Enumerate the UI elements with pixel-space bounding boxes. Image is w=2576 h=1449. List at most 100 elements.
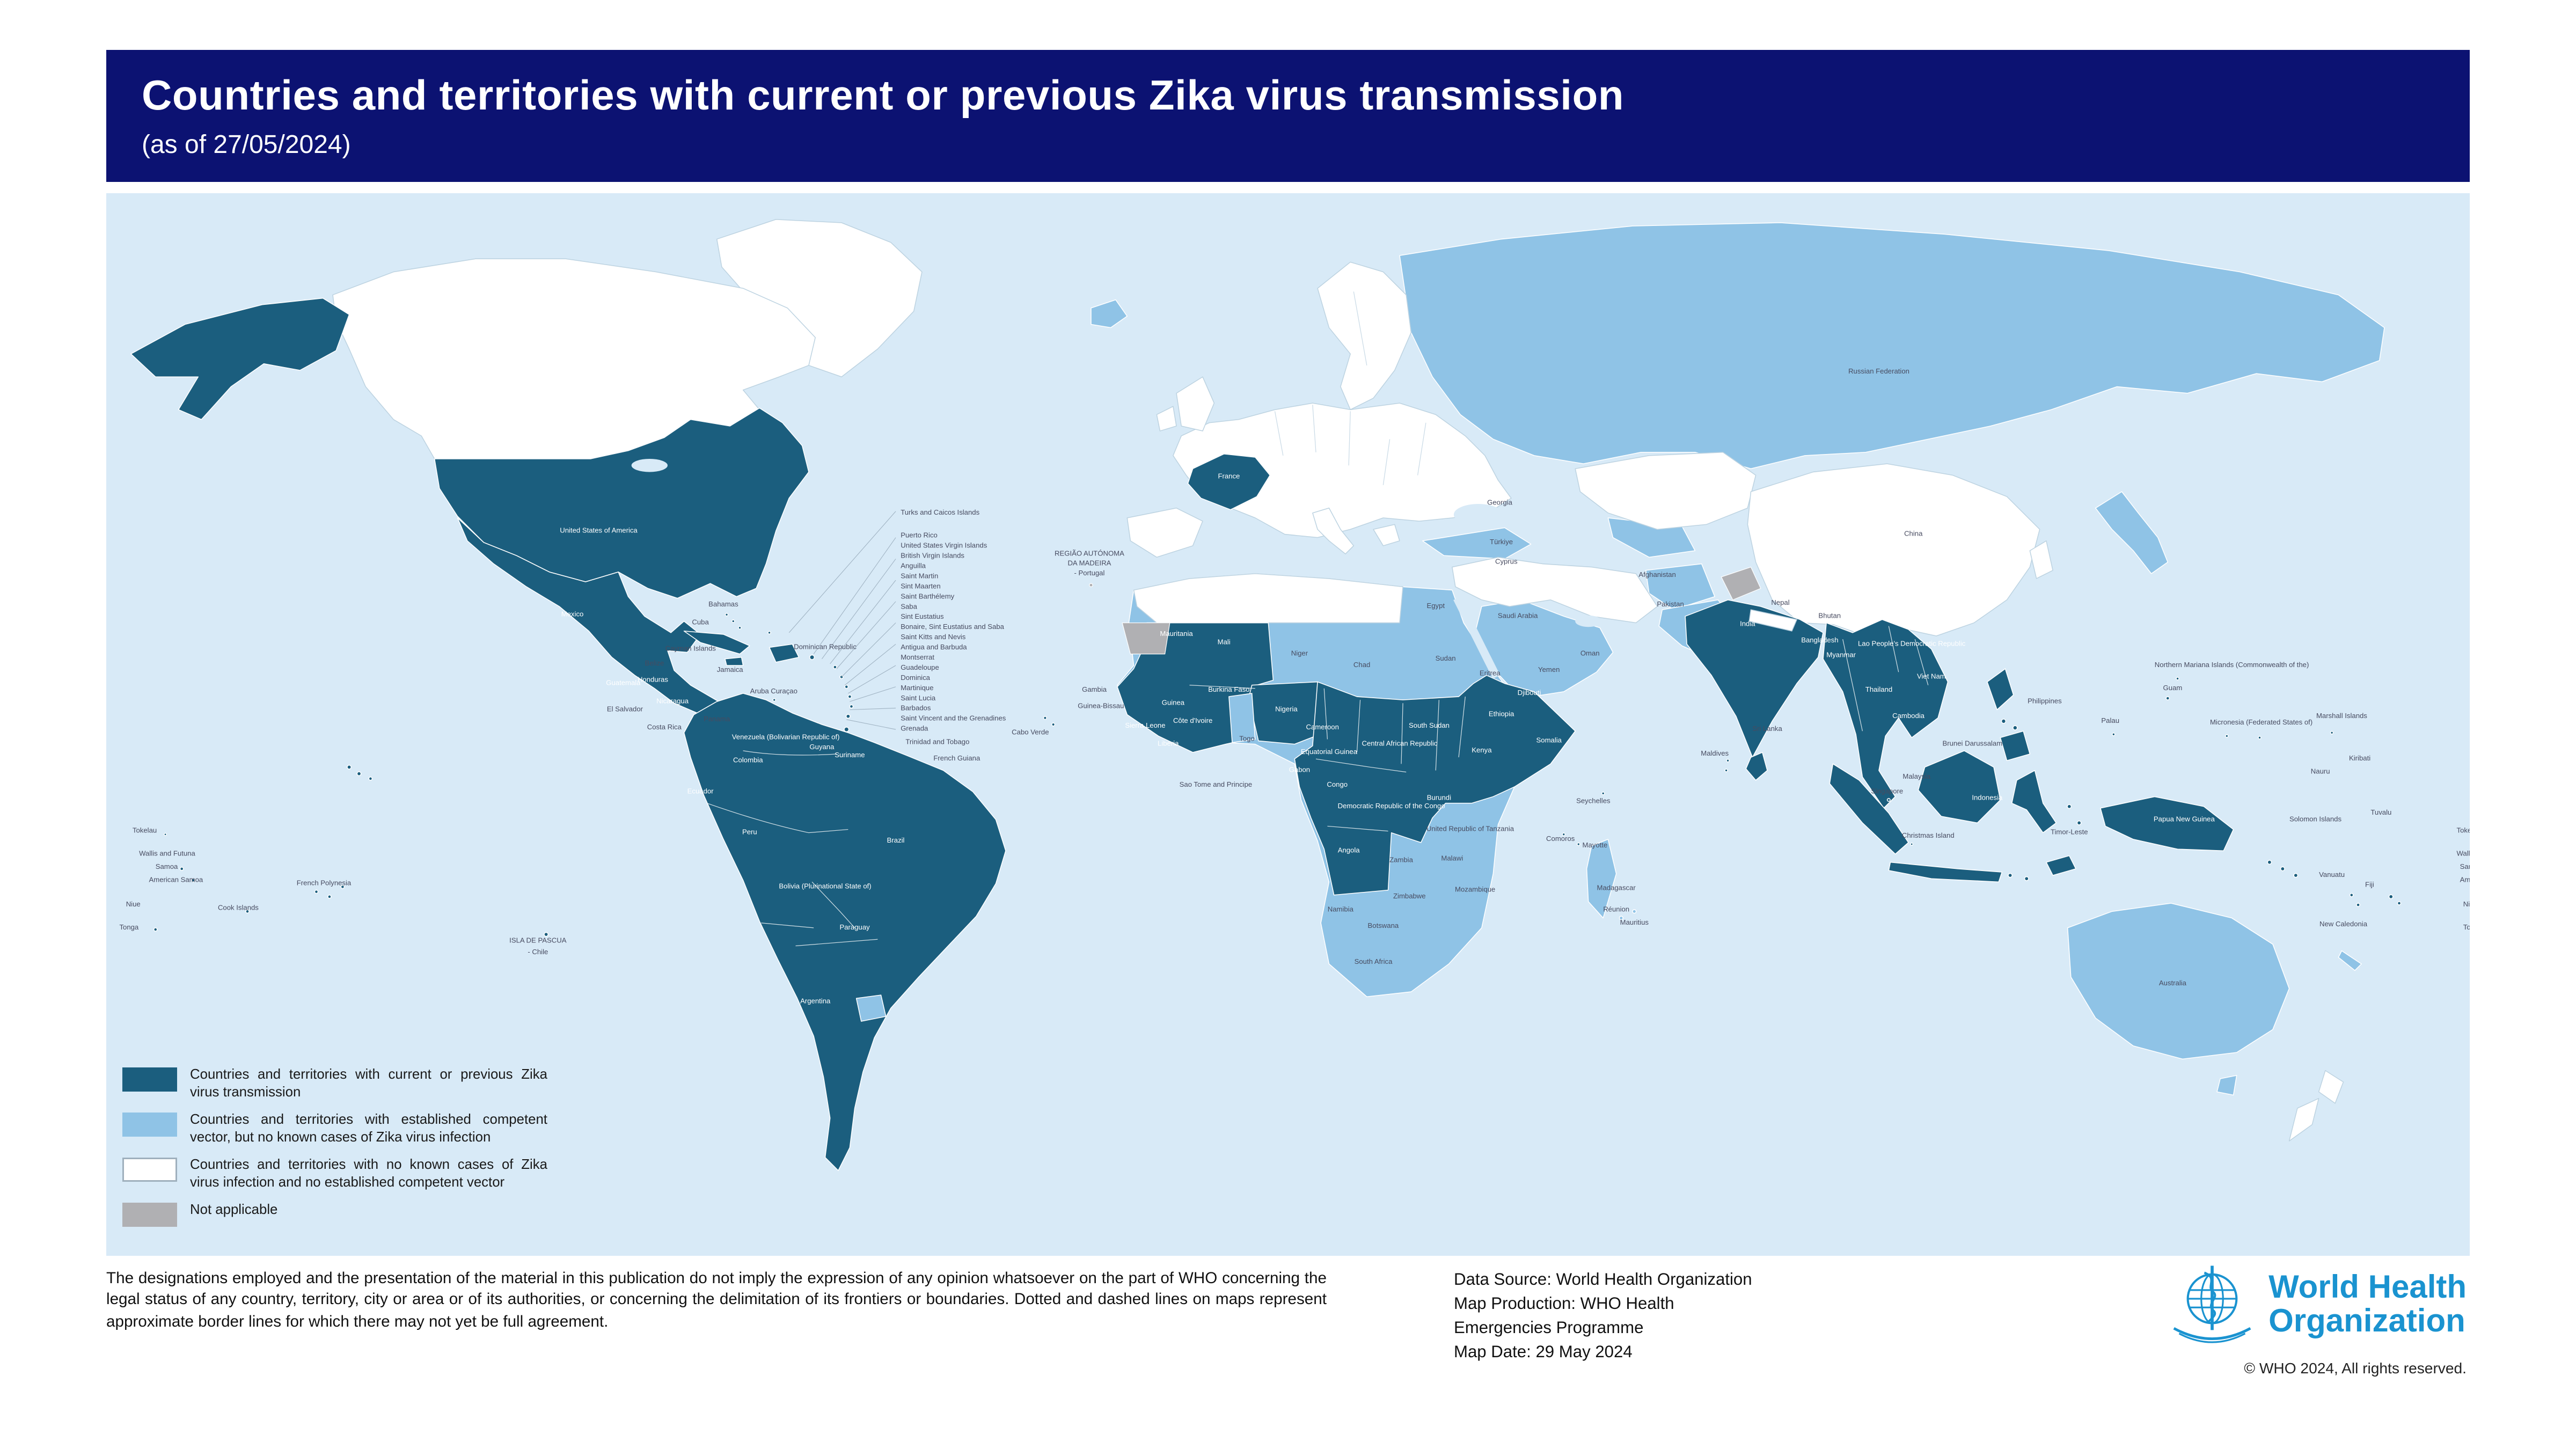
solomon-islands (2267, 860, 2272, 865)
lesser-antilles (847, 694, 852, 699)
micronesia (2225, 734, 2229, 738)
map-label-bangladesh: Bangladesh (1801, 636, 1838, 644)
map-label-russian-federation: Russian Federation (1848, 367, 1909, 375)
country-united-kingdom (1176, 376, 1215, 431)
island-madeira (1089, 583, 1093, 587)
map-label-vanuatu: Vanuatu (2319, 870, 2345, 879)
region-mexico-central-america (457, 517, 750, 735)
country-uruguay (855, 994, 887, 1022)
islands-vanuatu (2356, 903, 2360, 907)
map-label-peru: Peru (742, 828, 757, 836)
map-label-fiji: Fiji (2365, 881, 2374, 889)
map-label-singapore: Singapore (1871, 787, 1903, 795)
micronesia (2258, 736, 2262, 740)
country-china (1747, 463, 2040, 636)
map-label-aruba: Aruba (750, 687, 770, 695)
copyright-text: © WHO 2024, All rights reserved. (2244, 1359, 2467, 1377)
map-label-caribbean-grenada: Grenada (901, 724, 928, 733)
programme-line: Emergencies Programme (1454, 1320, 1644, 1338)
islands-bahamas (738, 626, 742, 630)
legend-label-no-cases: Countries and territories with no known … (190, 1156, 547, 1190)
lesser-antilles (849, 704, 854, 709)
map-label--portugal: - Portugal (1074, 569, 1104, 577)
map-label-samoa: Samoa (156, 862, 178, 870)
comoros (1562, 832, 1566, 836)
map-label-indonesia: Indonesia (1972, 794, 2003, 802)
map-label-burundi: Burundi (1427, 794, 1451, 802)
map-label-ethiopia: Ethiopia (1489, 710, 1514, 718)
map-label-australia: Australia (2159, 979, 2187, 987)
map-label-seychelles: Seychelles (1576, 797, 1611, 805)
map-label-solomon-islands: Solomon Islands (2289, 815, 2342, 823)
map-label-liberia: Liberia (1158, 740, 1179, 748)
map-label-guinea-bissau: Guinea-Bissau (1078, 701, 1124, 709)
french-polynesia (340, 884, 345, 889)
legend-item-not-applicable: Not applicable (122, 1201, 547, 1227)
lesser-sunda-islands (2008, 873, 2013, 878)
map-label-guatemala: Guatemala (606, 679, 641, 687)
map-label-palau: Palau (2101, 716, 2119, 724)
map-label-gambia: Gambia (1082, 685, 1107, 693)
map-label-somalia: Somalia (1536, 736, 1562, 744)
map-label-costa-rica: Costa Rica (647, 723, 682, 731)
french-polynesia (314, 889, 319, 894)
tokelau (164, 832, 167, 836)
map-label-india: India (1740, 620, 1755, 628)
islands-cabo-verde (1043, 716, 1047, 720)
great-lakes (631, 459, 668, 472)
map-label-honduras: Honduras (638, 676, 668, 684)
map-label-jamaica: Jamaica (717, 665, 744, 674)
moluccas (2076, 820, 2082, 825)
island-curacao (772, 698, 776, 702)
country-ireland (1156, 406, 1177, 431)
easter-island (544, 932, 549, 937)
map-label-northern-mariana-islands-commonwealth-of-the-: Northern Mariana Islands (Commonwealth o… (2155, 661, 2309, 669)
map-label-r-union: Réunion (1603, 905, 1629, 913)
islands-hawaii (347, 765, 352, 770)
region-kazakhstan (1575, 452, 1757, 530)
map-label-brunei-darussalam: Brunei Darussalam (1942, 740, 2002, 748)
caspian-sea (1560, 498, 1585, 547)
islands-samoa (179, 867, 184, 871)
map-label-turks-and-caicos-islands: Turks and Caicos Islands (901, 508, 979, 516)
map-label-georgia: Georgia (1487, 499, 1512, 507)
legend-swatch-transmission (122, 1067, 177, 1092)
map-label-cayman-islands: Cayman Islands (665, 645, 716, 653)
map-label-colombia: Colombia (733, 756, 763, 764)
islands-tonga (153, 927, 158, 932)
map-label-south-africa: South Africa (1355, 957, 1393, 965)
map-label-caribbean-saint-vincent-and-the-grenadines: Saint Vincent and the Grenadines (901, 714, 1006, 722)
map-label-mauritius: Mauritius (1620, 918, 1649, 926)
map-label-cabo-verde: Cabo Verde (1012, 728, 1049, 736)
map-label-panama: Panama (704, 715, 730, 723)
island-reunion (1619, 916, 1623, 920)
region-north-africa (1133, 573, 1403, 624)
map-label-mexico: Mexico (561, 610, 584, 618)
map-label-kenya: Kenya (1472, 746, 1492, 754)
islands-maldives (1726, 759, 1730, 763)
solomon-islands (2280, 866, 2285, 872)
map-label-maldives: Maldives (1701, 749, 1729, 757)
map-label-da-madeira: DA MADEIRA (1067, 559, 1111, 567)
page-subtitle: (as of 27/05/2024) (142, 132, 351, 159)
map-label-caribbean-antigua-and-barbuda: Antigua and Barbuda (901, 643, 967, 651)
map-label-cook-islands: Cook Islands (218, 903, 259, 911)
map-label-oman: Oman (1580, 649, 1600, 657)
map-legend: Countries and territories with current o… (122, 1066, 547, 1236)
data-source-line: Data Source: World Health Organization (1454, 1272, 1752, 1290)
map-label-caribbean-british-virgin-islands: British Virgin Islands (901, 552, 964, 560)
no-vector-countries-layer (332, 219, 2344, 1141)
region-central-east-africa (1294, 675, 1576, 896)
legend-swatch-vector (122, 1113, 177, 1137)
islands-fiji (2397, 901, 2402, 905)
map-labels-layer: United States of America Mexico Bahamas Cub… (119, 367, 2470, 1005)
region-italy (1312, 507, 1355, 554)
region-south-america (683, 693, 1006, 1171)
islands-turks-caicos (767, 631, 771, 635)
map-label-zambia: Zambia (1389, 856, 1413, 864)
islands-fiji (2388, 894, 2394, 899)
map-label-viet-nam: Viet Nam (1917, 672, 1946, 680)
map-label-caribbean-bonaire-sint-eustatius-and-saba: Bonaire, Sint Eustatius and Saba (901, 623, 1004, 631)
map-label-t-rkiye: Türkiye (1490, 538, 1513, 546)
